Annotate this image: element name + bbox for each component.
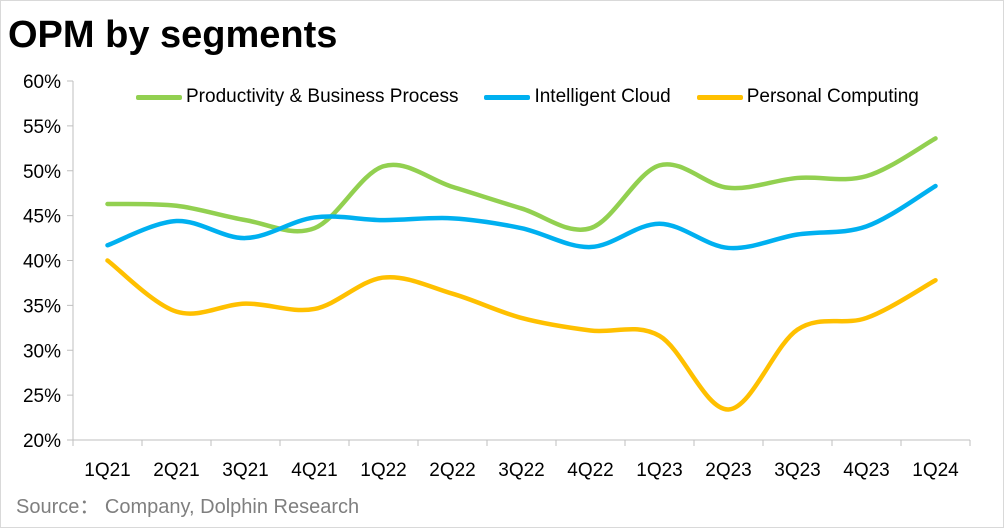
series-line-intelligent-cloud (105, 183, 938, 251)
y-tick-label: 45% (23, 207, 61, 228)
chart-title: OPM by segments (8, 14, 338, 56)
chart-legend: Productivity & Business Process Intellig… (136, 86, 945, 108)
y-tick-label: 20% (23, 431, 61, 452)
y-tick-label: 25% (23, 386, 61, 407)
x-tick-label: 1Q22 (360, 460, 406, 481)
x-tick-label: 2Q21 (153, 460, 199, 481)
x-tick-label: 4Q22 (567, 460, 613, 481)
legend-label-intelligent-cloud: Intelligent Cloud (534, 86, 671, 107)
x-tick-label: 1Q23 (636, 460, 682, 481)
legend-item-intelligent-cloud: Intelligent Cloud (484, 86, 671, 108)
source-note: Source： Company, Dolphin Research (16, 496, 360, 518)
x-tick-label: 4Q21 (291, 460, 337, 481)
x-tick-label: 2Q22 (429, 460, 475, 481)
legend-item-personal-computing: Personal Computing (696, 86, 919, 108)
x-tick-label: 2Q23 (705, 460, 751, 481)
legend-swatch-intelligent-cloud (484, 94, 531, 100)
x-tick-label: 3Q23 (774, 460, 820, 481)
y-tick-label: 40% (23, 252, 61, 273)
y-tick-label: 55% (23, 117, 61, 138)
y-tick-label: 60% (23, 72, 61, 93)
x-tick-label: 4Q23 (843, 460, 889, 481)
y-tick-label: 35% (23, 296, 61, 317)
legend-label-productivity: Productivity & Business Process (186, 86, 459, 107)
x-tick-label: 3Q22 (498, 460, 544, 481)
x-tick-label: 3Q21 (222, 460, 268, 481)
x-tick-label: 1Q21 (84, 460, 130, 481)
legend-swatch-productivity (136, 94, 182, 100)
legend-label-personal-computing: Personal Computing (746, 86, 919, 107)
legend-swatch-personal-computing (696, 94, 743, 100)
series-line-productivity (105, 136, 938, 234)
x-tick-label: 1Q24 (912, 460, 959, 481)
y-tick-label: 50% (23, 162, 61, 183)
series-line-personal-computing (105, 258, 938, 412)
legend-item-productivity: Productivity & Business Process (136, 86, 458, 108)
y-tick-label: 30% (23, 341, 61, 362)
